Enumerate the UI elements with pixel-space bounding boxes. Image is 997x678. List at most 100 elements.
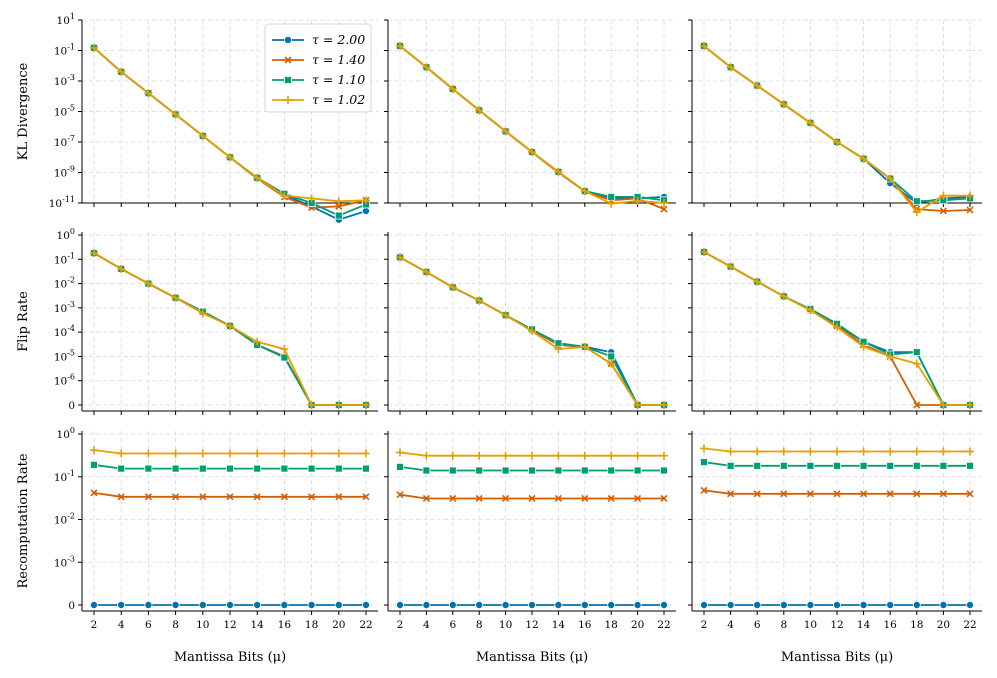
data-point xyxy=(253,601,262,610)
data-point xyxy=(859,447,868,456)
marker-x xyxy=(780,490,788,498)
data-point xyxy=(912,208,921,217)
marker-x xyxy=(335,493,343,501)
x-tick-label: 2 xyxy=(397,619,404,631)
x-tick-label: 20 xyxy=(937,619,950,631)
series-line xyxy=(90,446,370,458)
legend-label: τ = 1.40 xyxy=(312,52,365,67)
data-point xyxy=(779,461,788,470)
marker-x xyxy=(913,490,921,498)
x-axis-label: Mantissa Bits (μ) xyxy=(476,650,588,665)
subplot-r2-c1: 100 10-1 10-2 10-3 10-4 10-5 10-6 0 xyxy=(54,227,378,415)
marker-x xyxy=(226,493,234,501)
data-point xyxy=(396,253,404,262)
data-point xyxy=(806,118,815,127)
y-axis-label: KL Divergence xyxy=(16,62,31,160)
marker-circle xyxy=(753,601,762,610)
data-point xyxy=(912,601,921,610)
x-tick-label: 2 xyxy=(701,619,708,631)
data-point xyxy=(939,447,948,456)
marker-x xyxy=(607,494,615,503)
y-tick-label: 0 xyxy=(68,400,75,412)
y-tick-label: 10-3 xyxy=(54,300,75,315)
marker-circle xyxy=(779,601,788,610)
data-point xyxy=(226,153,234,162)
x-tick-label: 22 xyxy=(657,619,670,631)
x-tick-label: 16 xyxy=(278,619,292,631)
data-point xyxy=(422,494,430,503)
legend-item: τ = 1.10 xyxy=(272,72,365,87)
x-tick-label: 20 xyxy=(631,619,644,631)
data-point xyxy=(283,36,292,45)
marker-x xyxy=(90,489,98,497)
data-point xyxy=(253,464,262,473)
x-tick-label: 10 xyxy=(804,619,817,631)
data-point xyxy=(554,167,563,176)
series-line xyxy=(395,41,669,203)
x-tick-label: 18 xyxy=(910,619,923,631)
marker-circle xyxy=(253,601,262,610)
x-tick-label: 8 xyxy=(780,619,787,631)
data-point xyxy=(806,601,815,610)
marker-circle xyxy=(280,601,289,610)
data-point xyxy=(307,449,316,458)
data-point xyxy=(335,202,343,210)
y-tick-label: 10-11 xyxy=(49,195,75,210)
marker-square xyxy=(912,461,921,470)
data-point xyxy=(886,447,895,456)
x-tick-label: 22 xyxy=(359,619,372,631)
marker-square xyxy=(90,460,98,469)
data-point xyxy=(448,84,457,93)
data-point xyxy=(860,490,868,498)
data-point xyxy=(806,447,815,456)
marker-square xyxy=(475,466,484,475)
data-point xyxy=(886,601,895,610)
x-axis-label: Mantissa Bits (μ) xyxy=(174,650,286,665)
y-axis-label: Recomputation Rate xyxy=(16,453,31,588)
data-point xyxy=(475,494,483,503)
series-line xyxy=(396,448,668,460)
x-tick-label: 12 xyxy=(830,619,843,631)
data-point xyxy=(780,490,788,498)
data-point xyxy=(226,321,234,330)
marker-x xyxy=(660,494,668,503)
marker-circle xyxy=(580,601,589,610)
data-point xyxy=(700,41,708,50)
data-point xyxy=(913,490,921,498)
marker-square xyxy=(284,76,292,84)
data-point xyxy=(660,466,668,475)
marker-square xyxy=(362,464,370,473)
data-point xyxy=(334,211,343,220)
data-point xyxy=(528,148,536,157)
marker-square xyxy=(253,464,262,473)
data-point xyxy=(226,464,234,473)
series-line xyxy=(90,601,370,610)
data-point xyxy=(966,191,974,200)
data-point xyxy=(361,601,370,610)
data-point xyxy=(660,199,668,207)
x-axis-label: Mantissa Bits (μ) xyxy=(781,650,893,665)
data-point xyxy=(581,494,589,503)
data-point xyxy=(253,173,262,182)
legend-frame xyxy=(264,23,372,113)
data-point xyxy=(144,601,153,610)
data-point xyxy=(580,187,589,196)
data-point xyxy=(806,461,815,470)
data-point xyxy=(753,447,762,456)
marker-square xyxy=(607,193,616,201)
series-line xyxy=(90,249,370,409)
marker-x xyxy=(753,490,761,498)
data-point xyxy=(660,205,668,213)
data-point xyxy=(607,601,616,610)
data-point xyxy=(171,601,180,610)
marker-circle xyxy=(334,601,343,610)
data-point xyxy=(528,327,536,336)
x-tick-label: 14 xyxy=(857,619,871,631)
data-point xyxy=(607,451,616,460)
data-point xyxy=(475,451,484,460)
data-point xyxy=(362,449,370,458)
data-point xyxy=(607,359,616,368)
data-point xyxy=(886,174,895,183)
data-point xyxy=(501,127,510,136)
data-point xyxy=(307,401,316,409)
